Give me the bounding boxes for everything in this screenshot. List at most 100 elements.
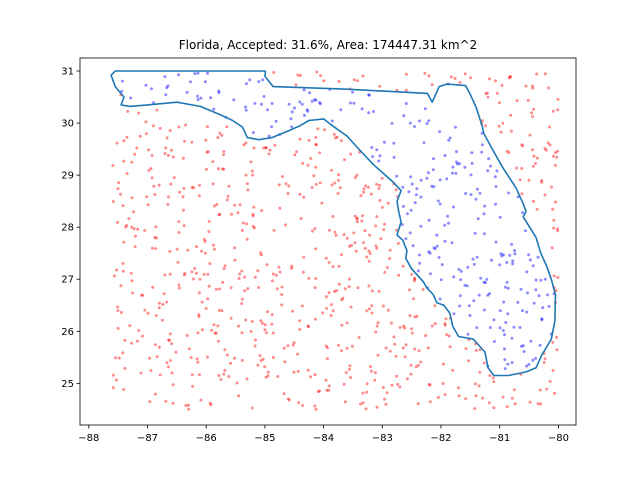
accepted-point xyxy=(419,224,423,228)
rejected-point xyxy=(283,360,287,364)
accepted-point xyxy=(512,325,516,329)
accepted-point xyxy=(500,254,504,258)
state-outline xyxy=(110,70,557,377)
rejected-point xyxy=(209,403,213,407)
accepted-point xyxy=(485,277,489,281)
rejected-point xyxy=(324,378,328,382)
rejected-point xyxy=(114,378,118,382)
rejected-point xyxy=(275,287,279,291)
rejected-point xyxy=(388,257,392,260)
rejected-point xyxy=(286,192,290,195)
accepted-point xyxy=(302,88,306,92)
rejected-point xyxy=(292,370,296,374)
rejected-point xyxy=(260,209,264,213)
rejected-point xyxy=(125,172,129,176)
rejected-point xyxy=(111,373,115,377)
rejected-point xyxy=(313,227,317,231)
accepted-point xyxy=(480,143,484,147)
rejected-point xyxy=(125,135,129,139)
rejected-point xyxy=(327,291,331,295)
rejected-point xyxy=(181,156,185,160)
rejected-point xyxy=(314,182,318,186)
accepted-point xyxy=(440,263,444,267)
rejected-point xyxy=(458,81,462,84)
rejected-point xyxy=(249,330,253,333)
accepted-point xyxy=(470,151,474,155)
accepted-point xyxy=(525,364,529,368)
accepted-point xyxy=(401,204,405,208)
accepted-point xyxy=(430,184,434,188)
rejected-point xyxy=(259,319,263,323)
rejected-point xyxy=(258,354,262,358)
plot-frame xyxy=(79,57,577,426)
rejected-point xyxy=(386,308,390,312)
rejected-point xyxy=(531,86,535,90)
rejected-point xyxy=(430,83,434,87)
rejected-point xyxy=(244,141,248,145)
accepted-point xyxy=(470,161,474,165)
accepted-point xyxy=(163,75,167,79)
rejected-point xyxy=(318,181,322,185)
rejected-point xyxy=(273,143,277,147)
rejected-point xyxy=(363,246,367,250)
rejected-point xyxy=(324,344,328,348)
rejected-point xyxy=(527,178,531,182)
rejected-point xyxy=(167,365,170,369)
rejected-point xyxy=(176,260,180,264)
rejected-point xyxy=(222,153,226,157)
accepted-point xyxy=(196,94,199,98)
rejected-point xyxy=(240,228,244,232)
rejected-point xyxy=(207,220,211,223)
accepted-point xyxy=(458,294,462,298)
rejected-point xyxy=(518,178,522,182)
accepted-point xyxy=(502,300,506,304)
rejected-point xyxy=(163,152,167,156)
y-tick-label: 31 xyxy=(61,67,74,78)
rejected-point xyxy=(200,300,204,304)
rejected-point xyxy=(245,237,249,241)
rejected-point xyxy=(225,353,229,357)
rejected-point xyxy=(240,269,244,273)
x-tick-label: −83 xyxy=(372,433,393,444)
accepted-point xyxy=(510,336,514,340)
rejected-point xyxy=(378,199,382,202)
rejected-point xyxy=(507,76,511,80)
accepted-point xyxy=(120,79,124,83)
rejected-point xyxy=(226,194,230,198)
accepted-point xyxy=(493,175,497,179)
rejected-point xyxy=(246,188,250,192)
accepted-point xyxy=(505,280,509,284)
rejected-point xyxy=(121,351,125,355)
rejected-point xyxy=(324,295,328,299)
rejected-point xyxy=(331,215,335,218)
rejected-point xyxy=(416,363,420,367)
rejected-point xyxy=(321,311,325,315)
rejected-point xyxy=(242,143,246,147)
rejected-point xyxy=(531,115,534,119)
rejected-point xyxy=(342,233,346,236)
rejected-point xyxy=(129,271,133,275)
accepted-point xyxy=(408,231,412,235)
rejected-point xyxy=(409,363,413,367)
rejected-point xyxy=(414,365,418,369)
rejected-point xyxy=(488,374,492,378)
rejected-point xyxy=(197,194,201,198)
rejected-point xyxy=(528,133,532,137)
rejected-point xyxy=(111,386,115,390)
rejected-point xyxy=(408,288,411,292)
rejected-point xyxy=(190,140,194,144)
accepted-point xyxy=(437,256,441,259)
rejected-point xyxy=(347,277,351,281)
rejected-point xyxy=(404,72,408,76)
accepted-point xyxy=(351,90,354,94)
x-axis: −88 −87 −86 −85 −84 −83 −82 −81 −80 xyxy=(78,425,569,444)
rejected-point xyxy=(166,195,170,199)
accepted-point xyxy=(196,71,200,75)
rejected-point xyxy=(314,277,318,280)
rejected-point xyxy=(294,83,298,87)
rejected-point xyxy=(531,148,535,152)
rejected-point xyxy=(325,357,329,361)
rejected-point xyxy=(396,382,400,386)
accepted-point xyxy=(483,204,487,208)
rejected-point xyxy=(343,287,347,291)
